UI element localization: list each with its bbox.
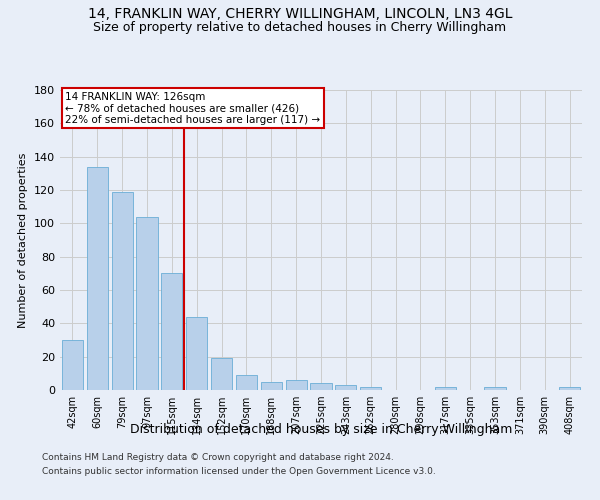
Bar (286, 380, 307, 390)
Bar (236, 375, 257, 390)
Bar (136, 216, 158, 390)
Text: Contains public sector information licensed under the Open Government Licence v3: Contains public sector information licen… (42, 467, 436, 476)
Bar (360, 386, 381, 390)
Bar (435, 386, 456, 390)
Y-axis label: Number of detached properties: Number of detached properties (19, 152, 28, 328)
Bar (112, 192, 133, 390)
Bar (62, 340, 83, 390)
Bar (310, 384, 332, 390)
Bar (261, 382, 282, 390)
Bar (211, 358, 232, 390)
Bar (186, 316, 207, 390)
Text: Contains HM Land Registry data © Crown copyright and database right 2024.: Contains HM Land Registry data © Crown c… (42, 454, 394, 462)
Text: Distribution of detached houses by size in Cherry Willingham: Distribution of detached houses by size … (130, 422, 512, 436)
Bar (161, 274, 182, 390)
Bar (87, 166, 108, 390)
Text: 14, FRANKLIN WAY, CHERRY WILLINGHAM, LINCOLN, LN3 4GL: 14, FRANKLIN WAY, CHERRY WILLINGHAM, LIN… (88, 8, 512, 22)
Bar (335, 385, 356, 390)
Text: Size of property relative to detached houses in Cherry Willingham: Size of property relative to detached ho… (94, 21, 506, 34)
Bar (559, 386, 580, 390)
Text: 14 FRANKLIN WAY: 126sqm
← 78% of detached houses are smaller (426)
22% of semi-d: 14 FRANKLIN WAY: 126sqm ← 78% of detache… (65, 92, 320, 124)
Bar (484, 386, 506, 390)
